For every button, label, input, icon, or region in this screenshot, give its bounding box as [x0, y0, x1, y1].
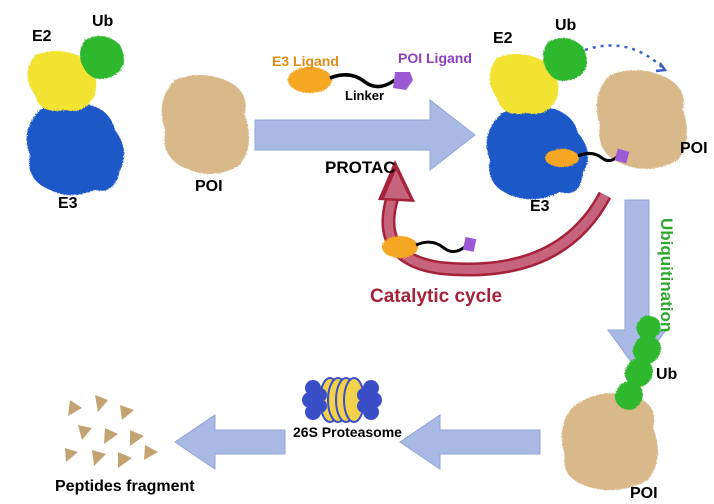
e2-label-right: E2 [493, 30, 513, 48]
poi-label-left: POI [195, 178, 223, 196]
peptide-fragments [65, 395, 158, 468]
arrow-to-fragments [175, 415, 285, 469]
protac-label: PROTAC [325, 158, 396, 178]
ub-label-right: Ub [555, 17, 576, 35]
poi-label-right: POI [680, 140, 708, 158]
protac-recycled [382, 236, 476, 258]
linker-label: Linker [345, 88, 384, 103]
proteasome-label: 26S Proteasome [293, 424, 402, 440]
poi-ub-label: POI [630, 485, 658, 503]
ub-chain-label: Ub [656, 366, 677, 384]
e3-label-left: E3 [58, 195, 78, 213]
proteasome [302, 378, 382, 422]
dotted-ub-transfer [585, 46, 665, 71]
e2-label-left: E2 [32, 28, 52, 46]
arrow-to-proteasome [400, 415, 540, 469]
fragments-label: Peptides fragment [55, 478, 195, 496]
ubiquitination-label: Ubiquitination [656, 218, 676, 332]
e3-ligand-label: E3 Ligand [272, 53, 339, 69]
poi-ubiquitinated [562, 316, 661, 491]
catalytic-label: Catalytic cycle [370, 286, 502, 308]
ub-label-left: Ub [92, 13, 113, 31]
complex-right [487, 38, 687, 199]
poi-left [162, 75, 249, 174]
complex-left [27, 36, 124, 195]
poi-ligand-label: POI Ligand [398, 50, 472, 66]
e3-label-right: E3 [530, 198, 550, 216]
